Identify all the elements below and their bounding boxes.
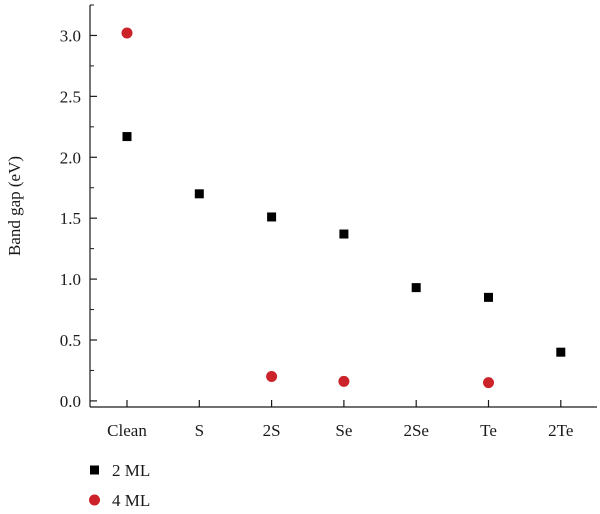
x-ticks: Clean S 2S Se 2Se Te 2Te xyxy=(107,400,573,440)
point-square xyxy=(484,292,493,302)
y-tick-label: 3.0 xyxy=(60,26,81,45)
y-tick-label: 2.0 xyxy=(60,148,81,167)
point-circle xyxy=(338,375,350,387)
point-square xyxy=(267,212,277,222)
legend-label: 4 ML xyxy=(112,491,150,510)
y-tick-label: 2.5 xyxy=(60,87,81,106)
legend-marker-circle xyxy=(89,494,100,506)
point-square xyxy=(122,132,132,142)
legend: 2 ML 4 ML xyxy=(89,461,150,510)
point-square xyxy=(556,347,566,357)
x-tick-label: Se xyxy=(335,421,352,440)
point-square xyxy=(339,229,349,239)
y-tick-label: 0.0 xyxy=(60,392,81,411)
legend-marker-square xyxy=(90,465,99,475)
x-tick-label: Clean xyxy=(107,421,147,440)
x-tick-label: S xyxy=(195,421,204,440)
point-square xyxy=(411,283,421,293)
x-tick-label: 2Se xyxy=(403,421,429,440)
legend-label: 2 ML xyxy=(112,461,150,480)
y-tick-label: 1.5 xyxy=(60,209,81,228)
y-tick-label: 0.5 xyxy=(60,331,81,350)
plot-frame xyxy=(89,5,597,408)
x-tick-label: 2Te xyxy=(548,421,573,440)
x-tick-label: Te xyxy=(480,421,497,440)
point-circle xyxy=(483,377,494,389)
series-layer xyxy=(121,27,566,389)
point-square xyxy=(194,189,204,199)
y-tick-label: 1.0 xyxy=(60,270,81,289)
x-tick-label: 2S xyxy=(263,421,281,440)
point-circle xyxy=(266,371,278,383)
point-circle xyxy=(121,27,133,39)
y-axis-title: Band gap (eV) xyxy=(5,156,24,256)
y-ticks: 0.0 0.5 1.0 1.5 2.0 2.5 3.0 xyxy=(60,4,97,411)
